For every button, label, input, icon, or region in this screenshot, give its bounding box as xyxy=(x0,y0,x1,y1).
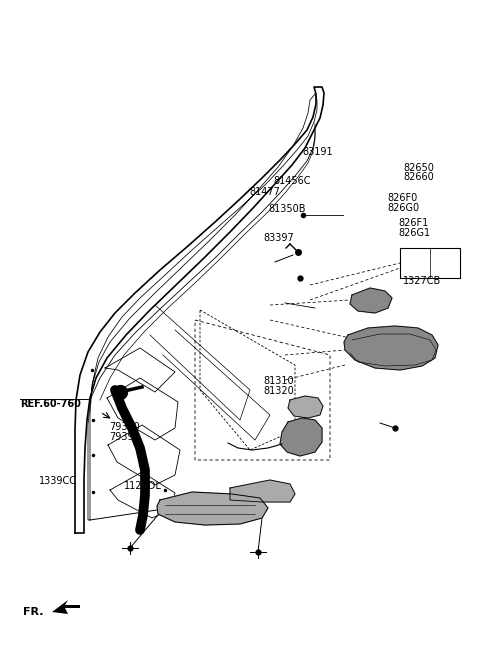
Text: 79380: 79380 xyxy=(109,422,140,432)
Polygon shape xyxy=(344,326,438,370)
Text: 81350B: 81350B xyxy=(269,204,306,214)
Text: 79390: 79390 xyxy=(109,432,140,442)
Text: 1327CB: 1327CB xyxy=(403,276,442,286)
Text: 81456C: 81456C xyxy=(274,175,311,186)
Polygon shape xyxy=(230,480,295,502)
Polygon shape xyxy=(157,492,268,525)
Text: 81310: 81310 xyxy=(263,376,294,386)
Text: 83191: 83191 xyxy=(302,147,333,158)
Text: REF.60-760: REF.60-760 xyxy=(20,399,81,409)
Text: 82660: 82660 xyxy=(403,172,434,183)
Text: 826G0: 826G0 xyxy=(388,203,420,214)
Text: 826F0: 826F0 xyxy=(388,193,418,204)
Polygon shape xyxy=(52,600,80,614)
Polygon shape xyxy=(288,396,323,418)
Text: 1125DL: 1125DL xyxy=(124,481,162,491)
Text: 83397: 83397 xyxy=(263,233,294,243)
Text: 826G1: 826G1 xyxy=(398,228,431,238)
Text: 826F1: 826F1 xyxy=(398,218,429,229)
Polygon shape xyxy=(350,288,392,313)
Text: 81320: 81320 xyxy=(263,386,294,396)
Text: 81477: 81477 xyxy=(250,187,280,197)
Text: FR.: FR. xyxy=(23,607,44,618)
Polygon shape xyxy=(280,418,322,456)
Text: 1339CC: 1339CC xyxy=(39,476,77,486)
Text: 82650: 82650 xyxy=(403,162,434,173)
